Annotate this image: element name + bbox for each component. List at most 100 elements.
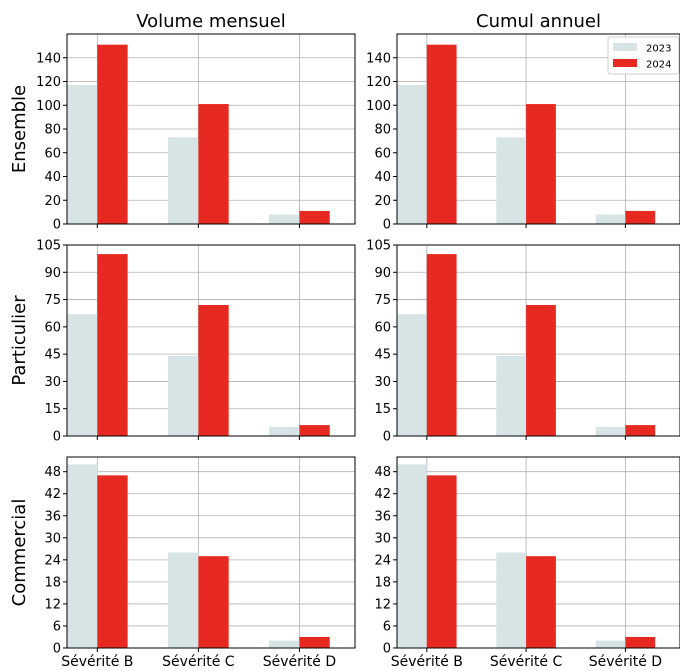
y-tick-label: 48 xyxy=(44,465,61,480)
column-title: Cumul annuel xyxy=(476,11,601,32)
y-tick-label: 60 xyxy=(44,146,61,161)
y-tick-label: 140 xyxy=(36,51,61,66)
axes-frame xyxy=(66,244,356,437)
y-tick-label: 80 xyxy=(44,123,61,138)
x-tick-label: Sévérité B xyxy=(391,654,463,667)
y-tick-label: 30 xyxy=(44,531,61,546)
bar-2023 xyxy=(67,85,98,224)
legend-label: 2023 xyxy=(646,44,671,55)
bar-2023 xyxy=(496,137,527,224)
bar-2023 xyxy=(595,426,626,436)
y-tick-label: 0 xyxy=(383,430,391,445)
y-tick-label: 45 xyxy=(44,348,61,363)
y-tick-label: 0 xyxy=(53,218,61,233)
bar-2024 xyxy=(198,556,229,648)
y-tick-label: 30 xyxy=(44,375,61,390)
y-tick-label: 0 xyxy=(53,430,61,445)
bar-2023 xyxy=(496,552,527,648)
y-tick-label: 90 xyxy=(374,266,391,281)
y-tick-label: 60 xyxy=(374,320,391,335)
bar-2024 xyxy=(526,305,556,436)
bar-2023 xyxy=(496,355,527,436)
y-tick-label: 15 xyxy=(374,402,391,417)
legend-swatch xyxy=(613,43,637,51)
bar-2023 xyxy=(397,314,427,436)
bar-2023 xyxy=(397,85,427,224)
plot-area xyxy=(67,34,355,224)
chart-panel: 0 15 30 45 60 75 90 105 xyxy=(366,239,680,445)
plot-area xyxy=(67,457,355,648)
y-tick-label: 40 xyxy=(374,170,391,185)
y-tick-label: 100 xyxy=(366,99,391,114)
bar-2024 xyxy=(299,425,330,436)
bar-2023 xyxy=(269,426,300,436)
y-tick-label: 30 xyxy=(374,531,391,546)
bar-2024 xyxy=(526,104,556,224)
bar-2023 xyxy=(67,314,98,436)
x-tick-label: Sévérité C xyxy=(490,654,563,667)
axes-frame xyxy=(396,244,680,437)
chart-panel: 0 20 40 60 80 100 120 140 xyxy=(36,33,356,233)
y-tick-label: 0 xyxy=(383,642,391,657)
chart-panel: 0 6 12 18 24 30 36 42 48 Sévérité B Sévérité C Sévé… xyxy=(44,456,356,670)
y-tick-label: 90 xyxy=(44,266,61,281)
y-tick-label: 36 xyxy=(374,509,391,524)
bar-2024 xyxy=(97,475,128,648)
row-label: Particulier xyxy=(9,295,30,386)
bar-2024 xyxy=(625,636,656,648)
y-tick-label: 75 xyxy=(44,293,61,308)
plot-area xyxy=(397,457,680,648)
axes-frame xyxy=(396,456,680,649)
bar-2023 xyxy=(168,137,199,224)
y-tick-label: 6 xyxy=(383,619,391,634)
y-tick-label: 42 xyxy=(374,487,391,502)
y-tick-label: 20 xyxy=(44,194,61,209)
y-tick-label: 18 xyxy=(374,575,391,590)
bar-2024 xyxy=(426,475,457,648)
bar-2023 xyxy=(269,214,300,224)
y-tick-label: 45 xyxy=(374,348,391,363)
column-title: Volume mensuel xyxy=(136,11,286,32)
y-tick-label: 24 xyxy=(374,553,391,568)
x-tick-label: Sévérité D xyxy=(589,654,662,667)
bar-2024 xyxy=(426,44,457,224)
bar-2024 xyxy=(625,425,656,436)
y-tick-label: 24 xyxy=(44,553,61,568)
plot-area xyxy=(67,245,355,436)
y-tick-label: 12 xyxy=(374,597,391,612)
plot-area xyxy=(397,245,680,436)
y-tick-label: 0 xyxy=(53,642,61,657)
y-tick-label: 80 xyxy=(374,123,391,138)
legend-label: 2024 xyxy=(646,60,671,71)
y-tick-label: 42 xyxy=(44,487,61,502)
bar-2023 xyxy=(168,355,199,436)
y-tick-label: 120 xyxy=(366,75,391,90)
y-tick-label: 48 xyxy=(374,465,391,480)
y-tick-label: 6 xyxy=(53,619,61,634)
y-tick-label: 75 xyxy=(374,293,391,308)
x-tick-label: Sévérité C xyxy=(162,654,235,667)
bar-2024 xyxy=(625,210,656,224)
y-tick-label: 40 xyxy=(44,170,61,185)
bar-2023 xyxy=(67,464,98,648)
y-tick-label: 0 xyxy=(383,218,391,233)
y-tick-label: 105 xyxy=(36,239,61,254)
y-tick-label: 60 xyxy=(44,320,61,335)
y-tick-label: 140 xyxy=(366,51,391,66)
bar-2023 xyxy=(168,552,199,648)
y-tick-label: 60 xyxy=(374,146,391,161)
y-tick-label: 120 xyxy=(36,75,61,90)
legend-swatch xyxy=(613,59,637,67)
bar-2024 xyxy=(299,636,330,648)
y-tick-label: 36 xyxy=(44,509,61,524)
y-tick-label: 20 xyxy=(374,194,391,209)
y-tick-label: 15 xyxy=(44,402,61,417)
chart-panel: 0 20 40 60 80 100 120 140 2023 2024 xyxy=(366,33,680,233)
bar-2023 xyxy=(269,640,300,648)
bar-2024 xyxy=(198,305,229,436)
bar-2024 xyxy=(97,254,128,436)
y-tick-label: 100 xyxy=(36,99,61,114)
chart-panel: 0 6 12 18 24 30 36 42 48 Sévérité B Sévérité C Sévé… xyxy=(374,456,680,670)
